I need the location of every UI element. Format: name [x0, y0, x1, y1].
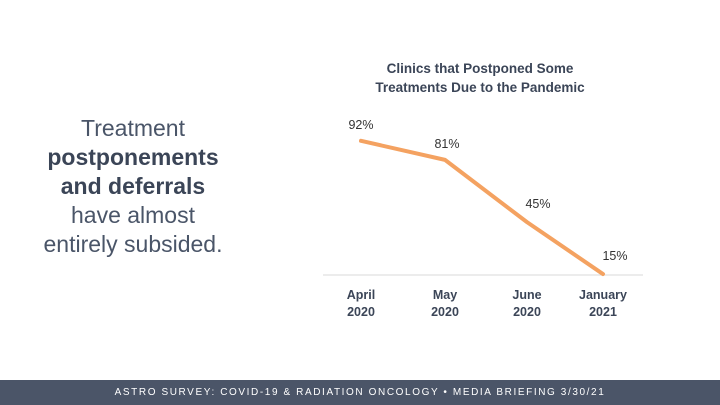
x-tick-label-0-1: 2020 [347, 305, 375, 319]
chart-title-line-1: Clinics that Postponed Some [386, 61, 574, 76]
x-tick-label-3-0: January [579, 288, 627, 302]
data-label-2: 45% [525, 197, 550, 211]
headline-line-1: Treatment [81, 115, 185, 141]
series-line [359, 138, 605, 277]
data-label-0: 92% [348, 118, 373, 132]
headline-line-4: have almost [70, 202, 195, 228]
headline-line-3: and deferrals [60, 173, 206, 199]
headline-line-2: postponements [47, 144, 219, 170]
x-tick-label-0-0: April [347, 288, 375, 302]
x-tick-label-1-1: 2020 [431, 305, 459, 319]
chart-title: Clinics that Postponed Some Treatments D… [340, 59, 620, 97]
x-tick-label-3-1: 2021 [589, 305, 617, 319]
x-tick-label-2-1: 2020 [513, 305, 541, 319]
headline: Treatment postponements and deferrals ha… [28, 114, 238, 259]
footer-banner: ASTRO SURVEY: COVID-19 & RADIATION ONCOL… [0, 380, 720, 405]
x-tick-label-2-0: June [512, 288, 541, 302]
data-label-3: 15% [602, 249, 627, 263]
data-label-1: 81% [434, 137, 459, 151]
x-tick-label-1-0: May [433, 288, 457, 302]
footer-text: ASTRO SURVEY: COVID-19 & RADIATION ONCOL… [114, 387, 606, 398]
chart-title-line-2: Treatments Due to the Pandemic [375, 80, 585, 95]
headline-line-5: entirely subsided. [43, 231, 223, 257]
